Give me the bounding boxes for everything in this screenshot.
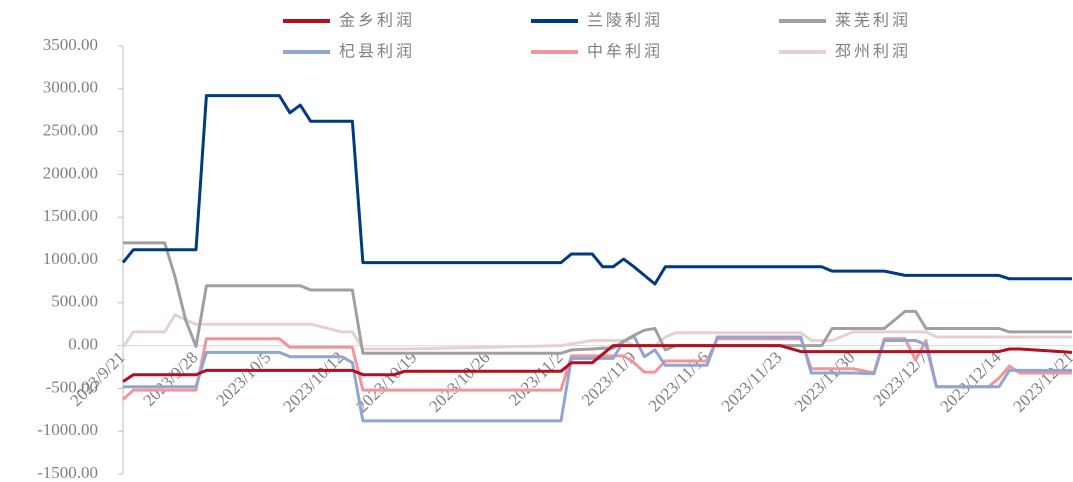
x-tick-label: 2023/11/30 <box>791 348 859 416</box>
x-tick-label: 2023/12/21 <box>1009 348 1073 416</box>
legend-label: 中牟利润 <box>587 42 663 61</box>
legend-label: 邳州利润 <box>835 42 911 61</box>
legend-label: 兰陵利润 <box>587 11 663 30</box>
y-tick-label: -1000.00 <box>37 420 98 439</box>
y-tick-label: 2500.00 <box>43 121 98 140</box>
series-line <box>121 337 1072 401</box>
y-tick-label: 3000.00 <box>43 78 98 97</box>
y-tick-label: 2000.00 <box>43 163 98 182</box>
x-tick-label: 2023/11/2 <box>505 348 567 410</box>
y-tick-label: 3500.00 <box>43 35 98 54</box>
y-tick-label: 1500.00 <box>43 206 98 225</box>
legend-label: 金乡利润 <box>339 11 415 30</box>
series-line <box>121 313 1072 351</box>
y-tick-label: 1000.00 <box>43 249 98 268</box>
x-tick-label: 2023/10/5 <box>212 348 274 410</box>
legend-label: 莱芜利润 <box>835 11 911 30</box>
x-tick-label: 2023/10/26 <box>425 348 493 416</box>
x-tick-label: 2023/10/19 <box>352 348 420 416</box>
x-tick-label: 2023/9/28 <box>139 348 201 410</box>
y-tick-label: -1500.00 <box>37 463 98 482</box>
y-tick-label: 0.00 <box>68 335 98 354</box>
x-tick-label: 2023/11/16 <box>645 348 713 416</box>
legend-label: 杞县利润 <box>339 42 415 61</box>
y-tick-label: -500.00 <box>46 377 98 396</box>
series-line <box>123 241 1072 355</box>
y-tick-label: 500.00 <box>51 292 98 311</box>
series-line <box>121 94 1072 286</box>
x-tick-label: 2023/11/23 <box>718 348 786 416</box>
series-line <box>122 344 1073 383</box>
